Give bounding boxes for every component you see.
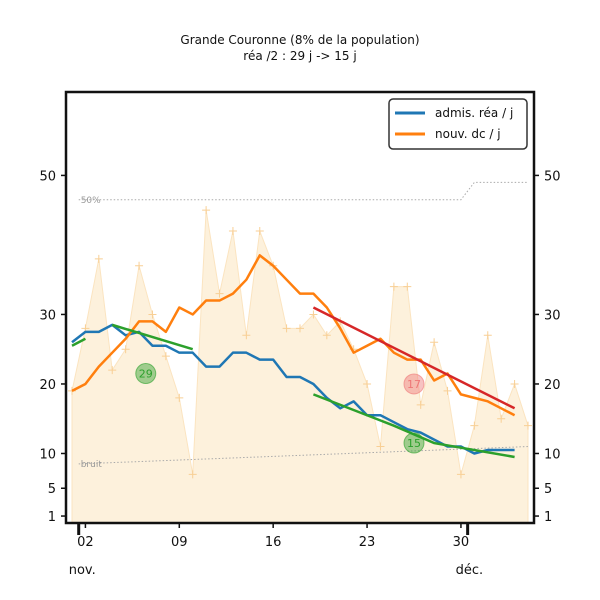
daily-deaths-marker (389, 282, 398, 291)
x-tick-label: 16 (265, 535, 282, 550)
y-tick-label-right: 10 (544, 447, 561, 462)
x-tick-label: 02 (77, 535, 94, 550)
daily-deaths-marker (416, 400, 425, 409)
reference-line (78, 181, 528, 201)
daily-deaths-fill (71, 210, 529, 524)
daily-deaths-marker (161, 352, 170, 361)
trend-badge (403, 432, 425, 454)
trend-badge-label: 15 (407, 437, 421, 450)
daily-deaths-marker (497, 414, 506, 423)
month-label: nov. (69, 563, 96, 578)
y-tick-label-left: 50 (39, 169, 56, 184)
reference-label: 50% (81, 196, 101, 206)
daily-deaths-marker (456, 470, 465, 479)
daily-deaths-marker (376, 442, 385, 451)
daily-deaths-marker (430, 338, 439, 347)
daily-deaths-area (68, 206, 532, 524)
daily-deaths-marker (202, 206, 211, 215)
legend-label-rea: admis. réa / j (435, 106, 513, 120)
daily-deaths-marker (135, 261, 144, 270)
x-tick-label: 30 (453, 535, 470, 550)
reference-lines: 50% bruit (78, 181, 529, 470)
daily-deaths-marker (175, 393, 184, 402)
daily-deaths-marker (94, 254, 103, 263)
month-label: déc. (456, 563, 484, 578)
daily-deaths-marker (309, 310, 318, 319)
reference-label: bruit (81, 460, 103, 470)
daily-deaths-marker (215, 289, 224, 298)
y-tick-label-left: 10 (39, 447, 56, 462)
trend-badge (135, 363, 157, 385)
daily-deaths-marker (255, 227, 264, 236)
daily-deaths-marker (470, 421, 479, 430)
daily-deaths-marker (483, 331, 492, 340)
daily-deaths-marker (148, 310, 157, 319)
daily-deaths-marker (363, 379, 372, 388)
x-tick-label: 09 (171, 535, 188, 550)
y-tick-label-right: 50 (544, 169, 561, 184)
trend-lines (71, 306, 516, 459)
legend-label-dc: nouv. dc / j (435, 127, 501, 141)
daily-deaths-marker (242, 331, 251, 340)
y-tick-label-right: 20 (544, 378, 561, 393)
daily-deaths-marker (121, 345, 130, 354)
plot-frame (64, 90, 536, 525)
y-tick-label-left: 20 (39, 378, 56, 393)
chart-title: Grande Couronne (8% de la population) (180, 33, 419, 47)
trend-badges: 29 15 17 (135, 363, 425, 454)
trend-line (312, 393, 515, 459)
daily-deaths-marker (443, 386, 452, 395)
chart-subtitle: réa /2 : 29 j -> 15 j (243, 49, 356, 63)
trend-line (111, 323, 194, 351)
x-tick-label: 23 (359, 535, 376, 550)
daily-deaths-marker (524, 421, 532, 430)
reference-line (78, 446, 529, 465)
daily-deaths-marker (108, 366, 117, 375)
y-tick-label-left: 30 (39, 308, 56, 323)
trend-badge-label: 17 (407, 378, 421, 391)
trend-line (71, 337, 86, 347)
y-tick-label-left: 1 (48, 510, 56, 525)
daily-deaths-marker (296, 324, 304, 333)
legend: admis. réa / j nouv. dc / j (388, 98, 528, 150)
daily-deaths-marker (403, 282, 412, 291)
y-tick-label-right: 30 (544, 308, 561, 323)
y-tick-label-left: 5 (48, 482, 56, 497)
trend-badge-label: 29 (139, 368, 153, 381)
daily-deaths-marker (282, 324, 291, 333)
daily-deaths-marker (228, 227, 237, 236)
daily-deaths-marker (510, 379, 519, 388)
series-line (71, 254, 516, 417)
y-tick-label-right: 1 (544, 510, 552, 525)
daily-deaths-marker (188, 470, 197, 479)
daily-deaths-marker (322, 331, 331, 340)
trend-badge (403, 373, 425, 395)
trend-line (312, 306, 516, 410)
y-tick-label-right: 5 (544, 482, 552, 497)
